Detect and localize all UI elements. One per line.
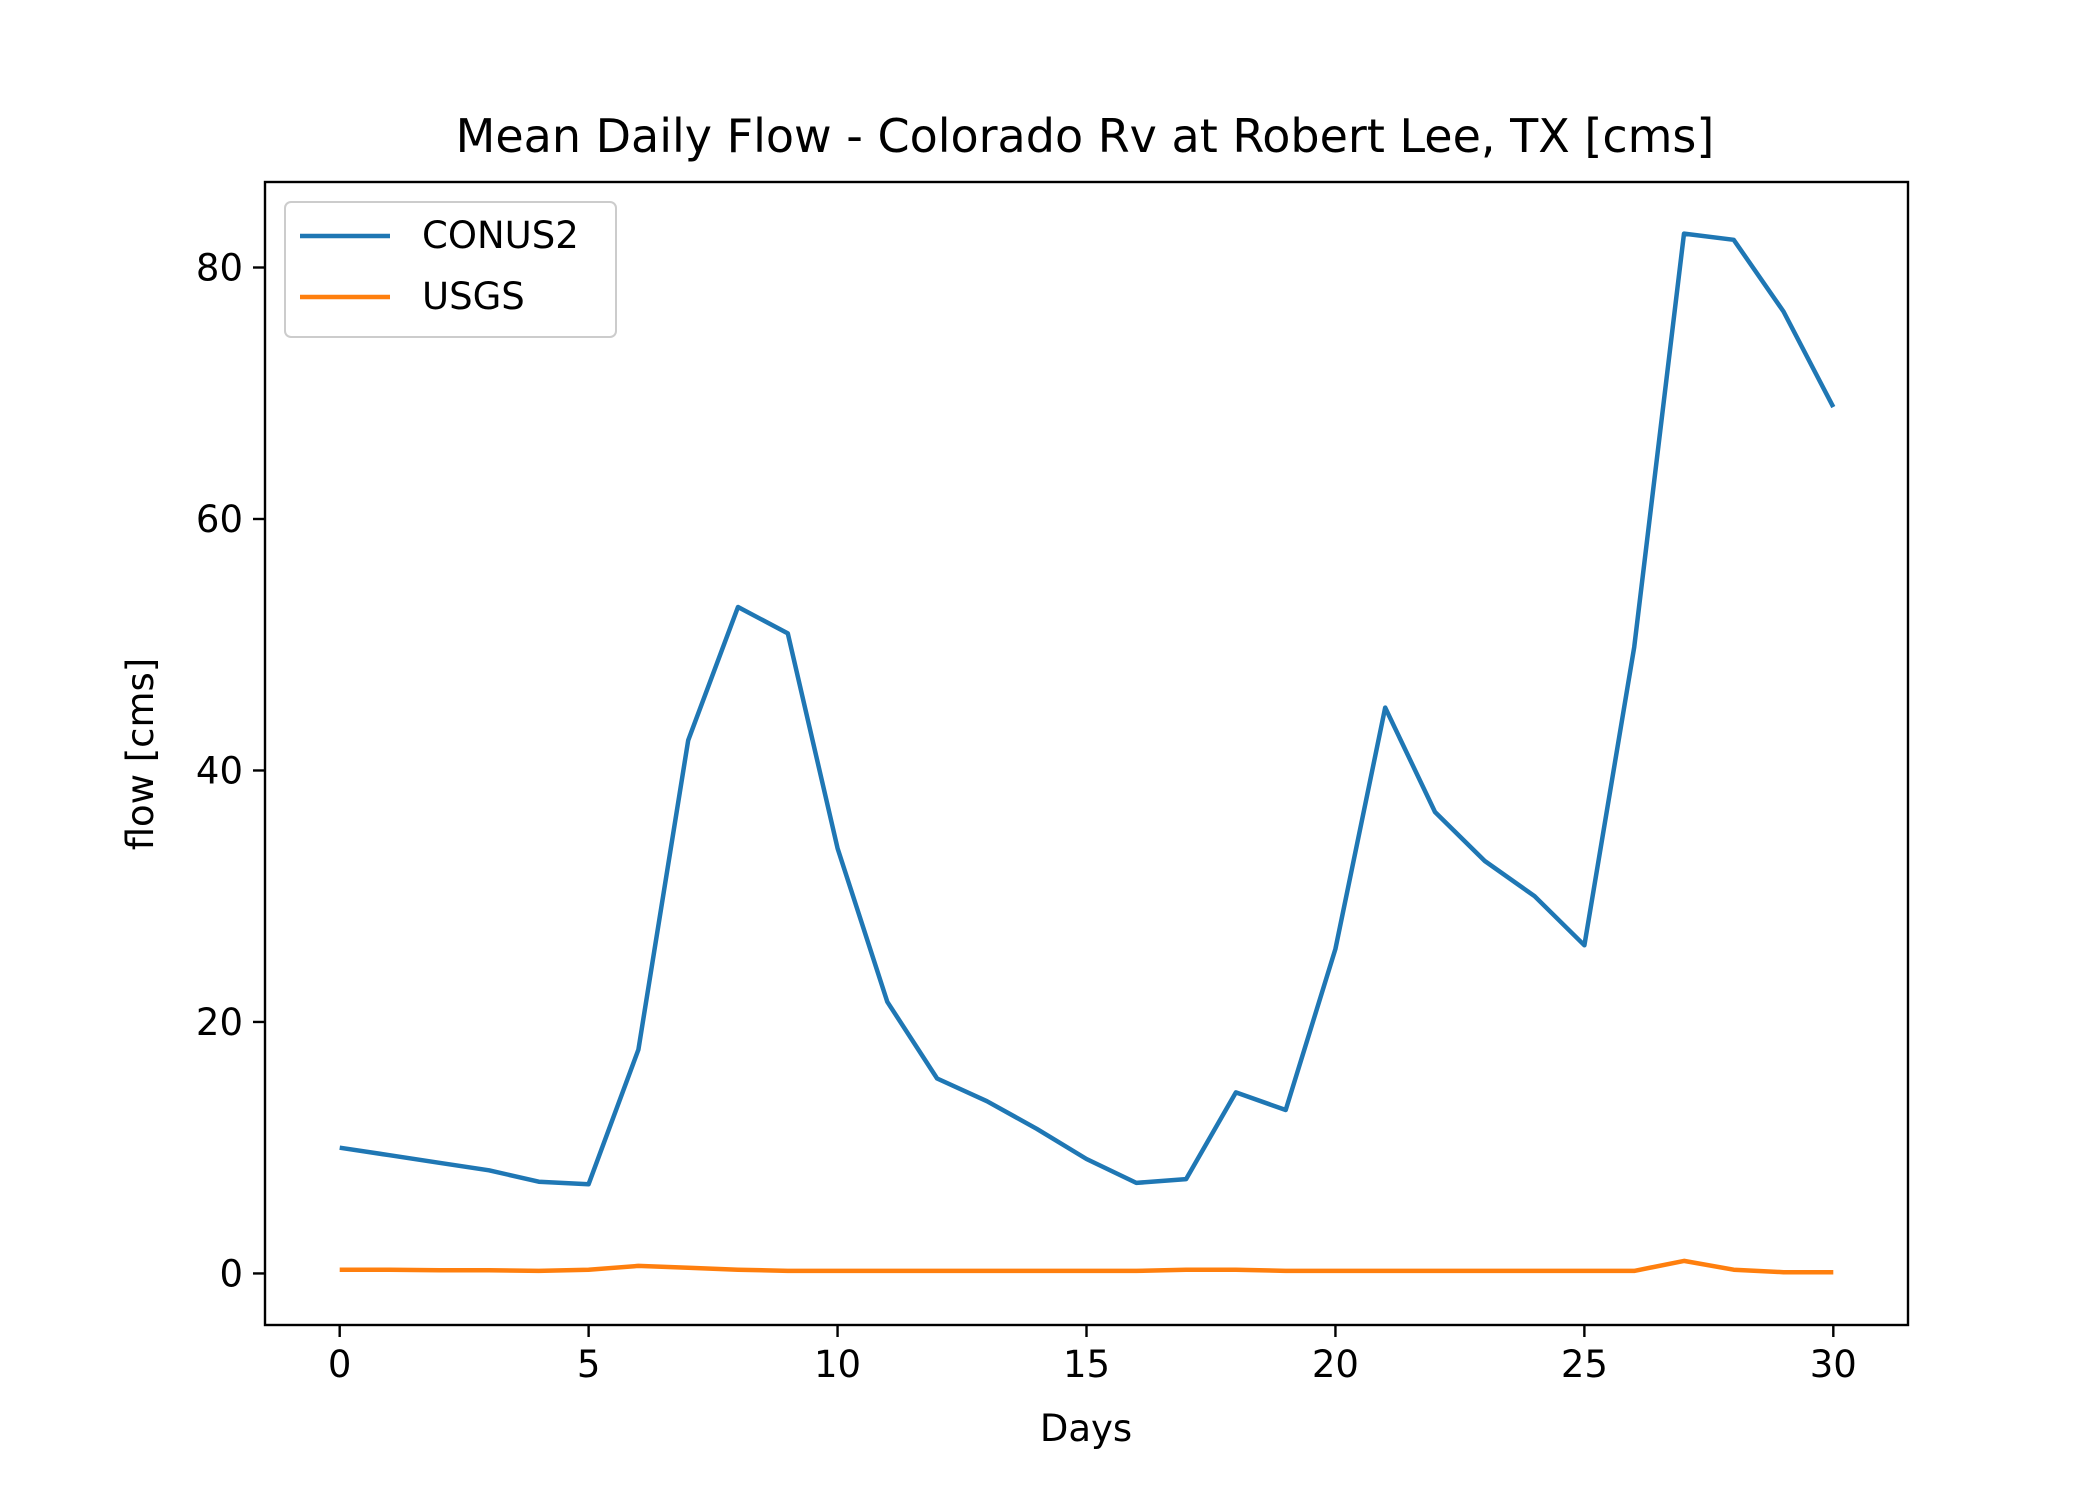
x-axis-label: Days [1040, 1407, 1132, 1450]
x-tick-label: 5 [577, 1343, 601, 1386]
x-tick-label: 25 [1561, 1343, 1608, 1386]
x-tick-label: 15 [1063, 1343, 1110, 1386]
series-line-conus2 [339, 231, 1836, 1187]
y-axis-label: flow [cms] [119, 658, 162, 851]
x-axis: 0 5 10 15 20 25 30 [328, 1325, 1857, 1386]
y-tick-label: 20 [196, 1001, 243, 1044]
x-tick-label: 0 [328, 1343, 352, 1386]
y-tick-label: 40 [196, 749, 243, 792]
x-tick-label: 10 [814, 1343, 861, 1386]
legend: CONUS2 USGS [284, 201, 617, 338]
x-tick-label: 20 [1312, 1343, 1359, 1386]
chart-title: Mean Daily Flow - Colorado Rv at Robert … [456, 109, 1715, 163]
y-tick-label: 0 [219, 1252, 243, 1295]
legend-label-conus2: CONUS2 [422, 214, 579, 257]
y-axis: 0 20 40 60 80 [196, 247, 265, 1295]
series-line-usgs [339, 1258, 1834, 1275]
legend-label-usgs: USGS [422, 275, 525, 318]
plot-area [339, 231, 1836, 1275]
y-tick-label: 80 [196, 247, 243, 290]
x-tick-label: 30 [1810, 1343, 1857, 1386]
y-tick-label: 60 [196, 498, 243, 541]
